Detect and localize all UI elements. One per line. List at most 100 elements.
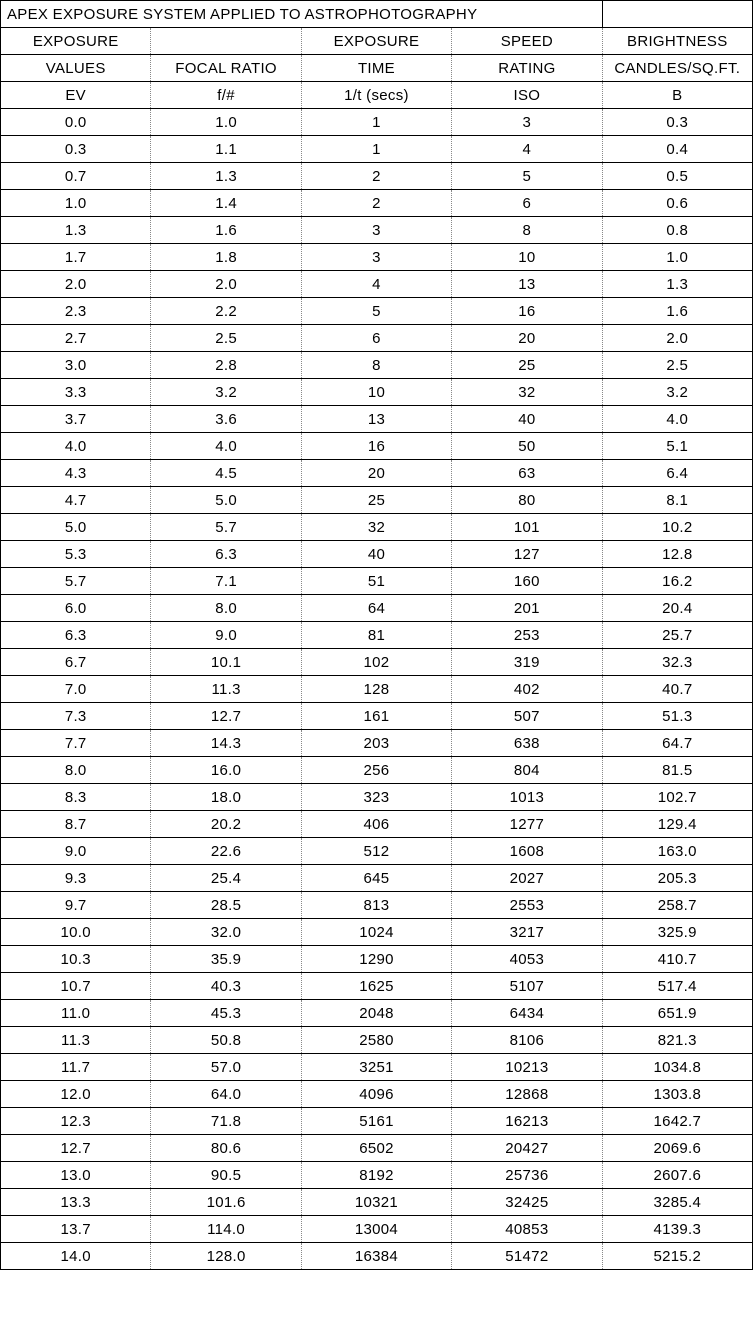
table-cell: 651.9 bbox=[602, 1000, 752, 1027]
table-cell: 2.8 bbox=[151, 352, 301, 379]
table-cell: 3 bbox=[452, 109, 602, 136]
table-row: 13.090.58192257362607.6 bbox=[1, 1162, 753, 1189]
table-cell: 10.0 bbox=[1, 919, 151, 946]
table-cell: 1.0 bbox=[151, 109, 301, 136]
table-cell: 4.5 bbox=[151, 460, 301, 487]
table-cell: 10 bbox=[301, 379, 451, 406]
table-cell: 5.7 bbox=[1, 568, 151, 595]
table-cell: 114.0 bbox=[151, 1216, 301, 1243]
table-cell: 102.7 bbox=[602, 784, 752, 811]
table-cell: 2.3 bbox=[1, 298, 151, 325]
table-cell: 51 bbox=[301, 568, 451, 595]
table-cell: 12.3 bbox=[1, 1108, 151, 1135]
table-cell: 18.0 bbox=[151, 784, 301, 811]
col-header: BRIGHTNESS bbox=[602, 28, 752, 55]
table-cell: 20 bbox=[301, 460, 451, 487]
table-cell: 4096 bbox=[301, 1081, 451, 1108]
table-row: 6.39.08125325.7 bbox=[1, 622, 753, 649]
table-cell: 25 bbox=[452, 352, 602, 379]
table-row: 7.714.320363864.7 bbox=[1, 730, 753, 757]
table-cell: 14.3 bbox=[151, 730, 301, 757]
table-cell: 128 bbox=[301, 676, 451, 703]
table-cell: 410.7 bbox=[602, 946, 752, 973]
table-cell: 32.0 bbox=[151, 919, 301, 946]
table-cell: 16384 bbox=[301, 1243, 451, 1270]
table-cell: 5.0 bbox=[151, 487, 301, 514]
table-cell: 4.7 bbox=[1, 487, 151, 514]
table-cell: 645 bbox=[301, 865, 451, 892]
table-cell: 3.0 bbox=[1, 352, 151, 379]
table-row: 12.064.04096128681303.8 bbox=[1, 1081, 753, 1108]
table-cell: 9.0 bbox=[151, 622, 301, 649]
table-cell: 20.4 bbox=[602, 595, 752, 622]
table-cell: 253 bbox=[452, 622, 602, 649]
table-cell: 80 bbox=[452, 487, 602, 514]
table-row: 13.7114.013004408534139.3 bbox=[1, 1216, 753, 1243]
table-cell: 12868 bbox=[452, 1081, 602, 1108]
table-cell: 63 bbox=[452, 460, 602, 487]
table-cell: 6434 bbox=[452, 1000, 602, 1027]
table-cell: 20.2 bbox=[151, 811, 301, 838]
header-row-3: EV f/# 1/t (secs) ISO B bbox=[1, 82, 753, 109]
col-header: EXPOSURE bbox=[1, 28, 151, 55]
table-cell: 512 bbox=[301, 838, 451, 865]
table-cell: 402 bbox=[452, 676, 602, 703]
table-cell: 804 bbox=[452, 757, 602, 784]
table-cell: 25.4 bbox=[151, 865, 301, 892]
header-row-1: EXPOSURE EXPOSURE SPEED BRIGHTNESS bbox=[1, 28, 753, 55]
table-cell: 638 bbox=[452, 730, 602, 757]
apex-exposure-table: APEX EXPOSURE SYSTEM APPLIED TO ASTROPHO… bbox=[0, 0, 753, 1270]
table-cell: 5.7 bbox=[151, 514, 301, 541]
table-cell: 1 bbox=[301, 136, 451, 163]
table-row: 11.757.03251102131034.8 bbox=[1, 1054, 753, 1081]
table-cell: 205.3 bbox=[602, 865, 752, 892]
table-cell: 1303.8 bbox=[602, 1081, 752, 1108]
table-cell: 821.3 bbox=[602, 1027, 752, 1054]
table-row: 5.77.15116016.2 bbox=[1, 568, 753, 595]
table-cell: 5161 bbox=[301, 1108, 451, 1135]
table-cell: 2.0 bbox=[602, 325, 752, 352]
col-header: SPEED bbox=[452, 28, 602, 55]
table-cell: 1.3 bbox=[602, 271, 752, 298]
table-cell: 323 bbox=[301, 784, 451, 811]
table-cell: 5.1 bbox=[602, 433, 752, 460]
table-cell: 10.7 bbox=[1, 973, 151, 1000]
table-cell: 1642.7 bbox=[602, 1108, 752, 1135]
table-cell: 35.9 bbox=[151, 946, 301, 973]
table-cell: 25736 bbox=[452, 1162, 602, 1189]
table-cell: 64.0 bbox=[151, 1081, 301, 1108]
table-cell: 12.7 bbox=[151, 703, 301, 730]
table-cell: 81.5 bbox=[602, 757, 752, 784]
table-row: 12.780.66502204272069.6 bbox=[1, 1135, 753, 1162]
table-cell: 9.3 bbox=[1, 865, 151, 892]
table-cell: 10.3 bbox=[1, 946, 151, 973]
table-title-blank bbox=[602, 1, 752, 28]
table-cell: 1.6 bbox=[151, 217, 301, 244]
table-cell: 2 bbox=[301, 163, 451, 190]
table-cell: 51472 bbox=[452, 1243, 602, 1270]
table-cell: 2 bbox=[301, 190, 451, 217]
table-cell: 0.5 bbox=[602, 163, 752, 190]
table-cell: 258.7 bbox=[602, 892, 752, 919]
table-cell: 129.4 bbox=[602, 811, 752, 838]
table-cell: 0.4 bbox=[602, 136, 752, 163]
table-cell: 101.6 bbox=[151, 1189, 301, 1216]
table-cell: 50.8 bbox=[151, 1027, 301, 1054]
table-cell: 5 bbox=[452, 163, 602, 190]
table-cell: 517.4 bbox=[602, 973, 752, 1000]
table-cell: 8 bbox=[301, 352, 451, 379]
col-header: FOCAL RATIO bbox=[151, 55, 301, 82]
table-cell: 11.7 bbox=[1, 1054, 151, 1081]
table-cell: 25 bbox=[301, 487, 451, 514]
col-header: ISO bbox=[452, 82, 602, 109]
table-row: 2.72.56202.0 bbox=[1, 325, 753, 352]
table-cell: 40.7 bbox=[602, 676, 752, 703]
table-cell: 8 bbox=[452, 217, 602, 244]
table-cell: 40 bbox=[452, 406, 602, 433]
table-cell: 1.1 bbox=[151, 136, 301, 163]
table-cell: 406 bbox=[301, 811, 451, 838]
table-cell: 3.2 bbox=[602, 379, 752, 406]
table-row: 1.01.4260.6 bbox=[1, 190, 753, 217]
table-cell: 40853 bbox=[452, 1216, 602, 1243]
table-cell: 32.3 bbox=[602, 649, 752, 676]
